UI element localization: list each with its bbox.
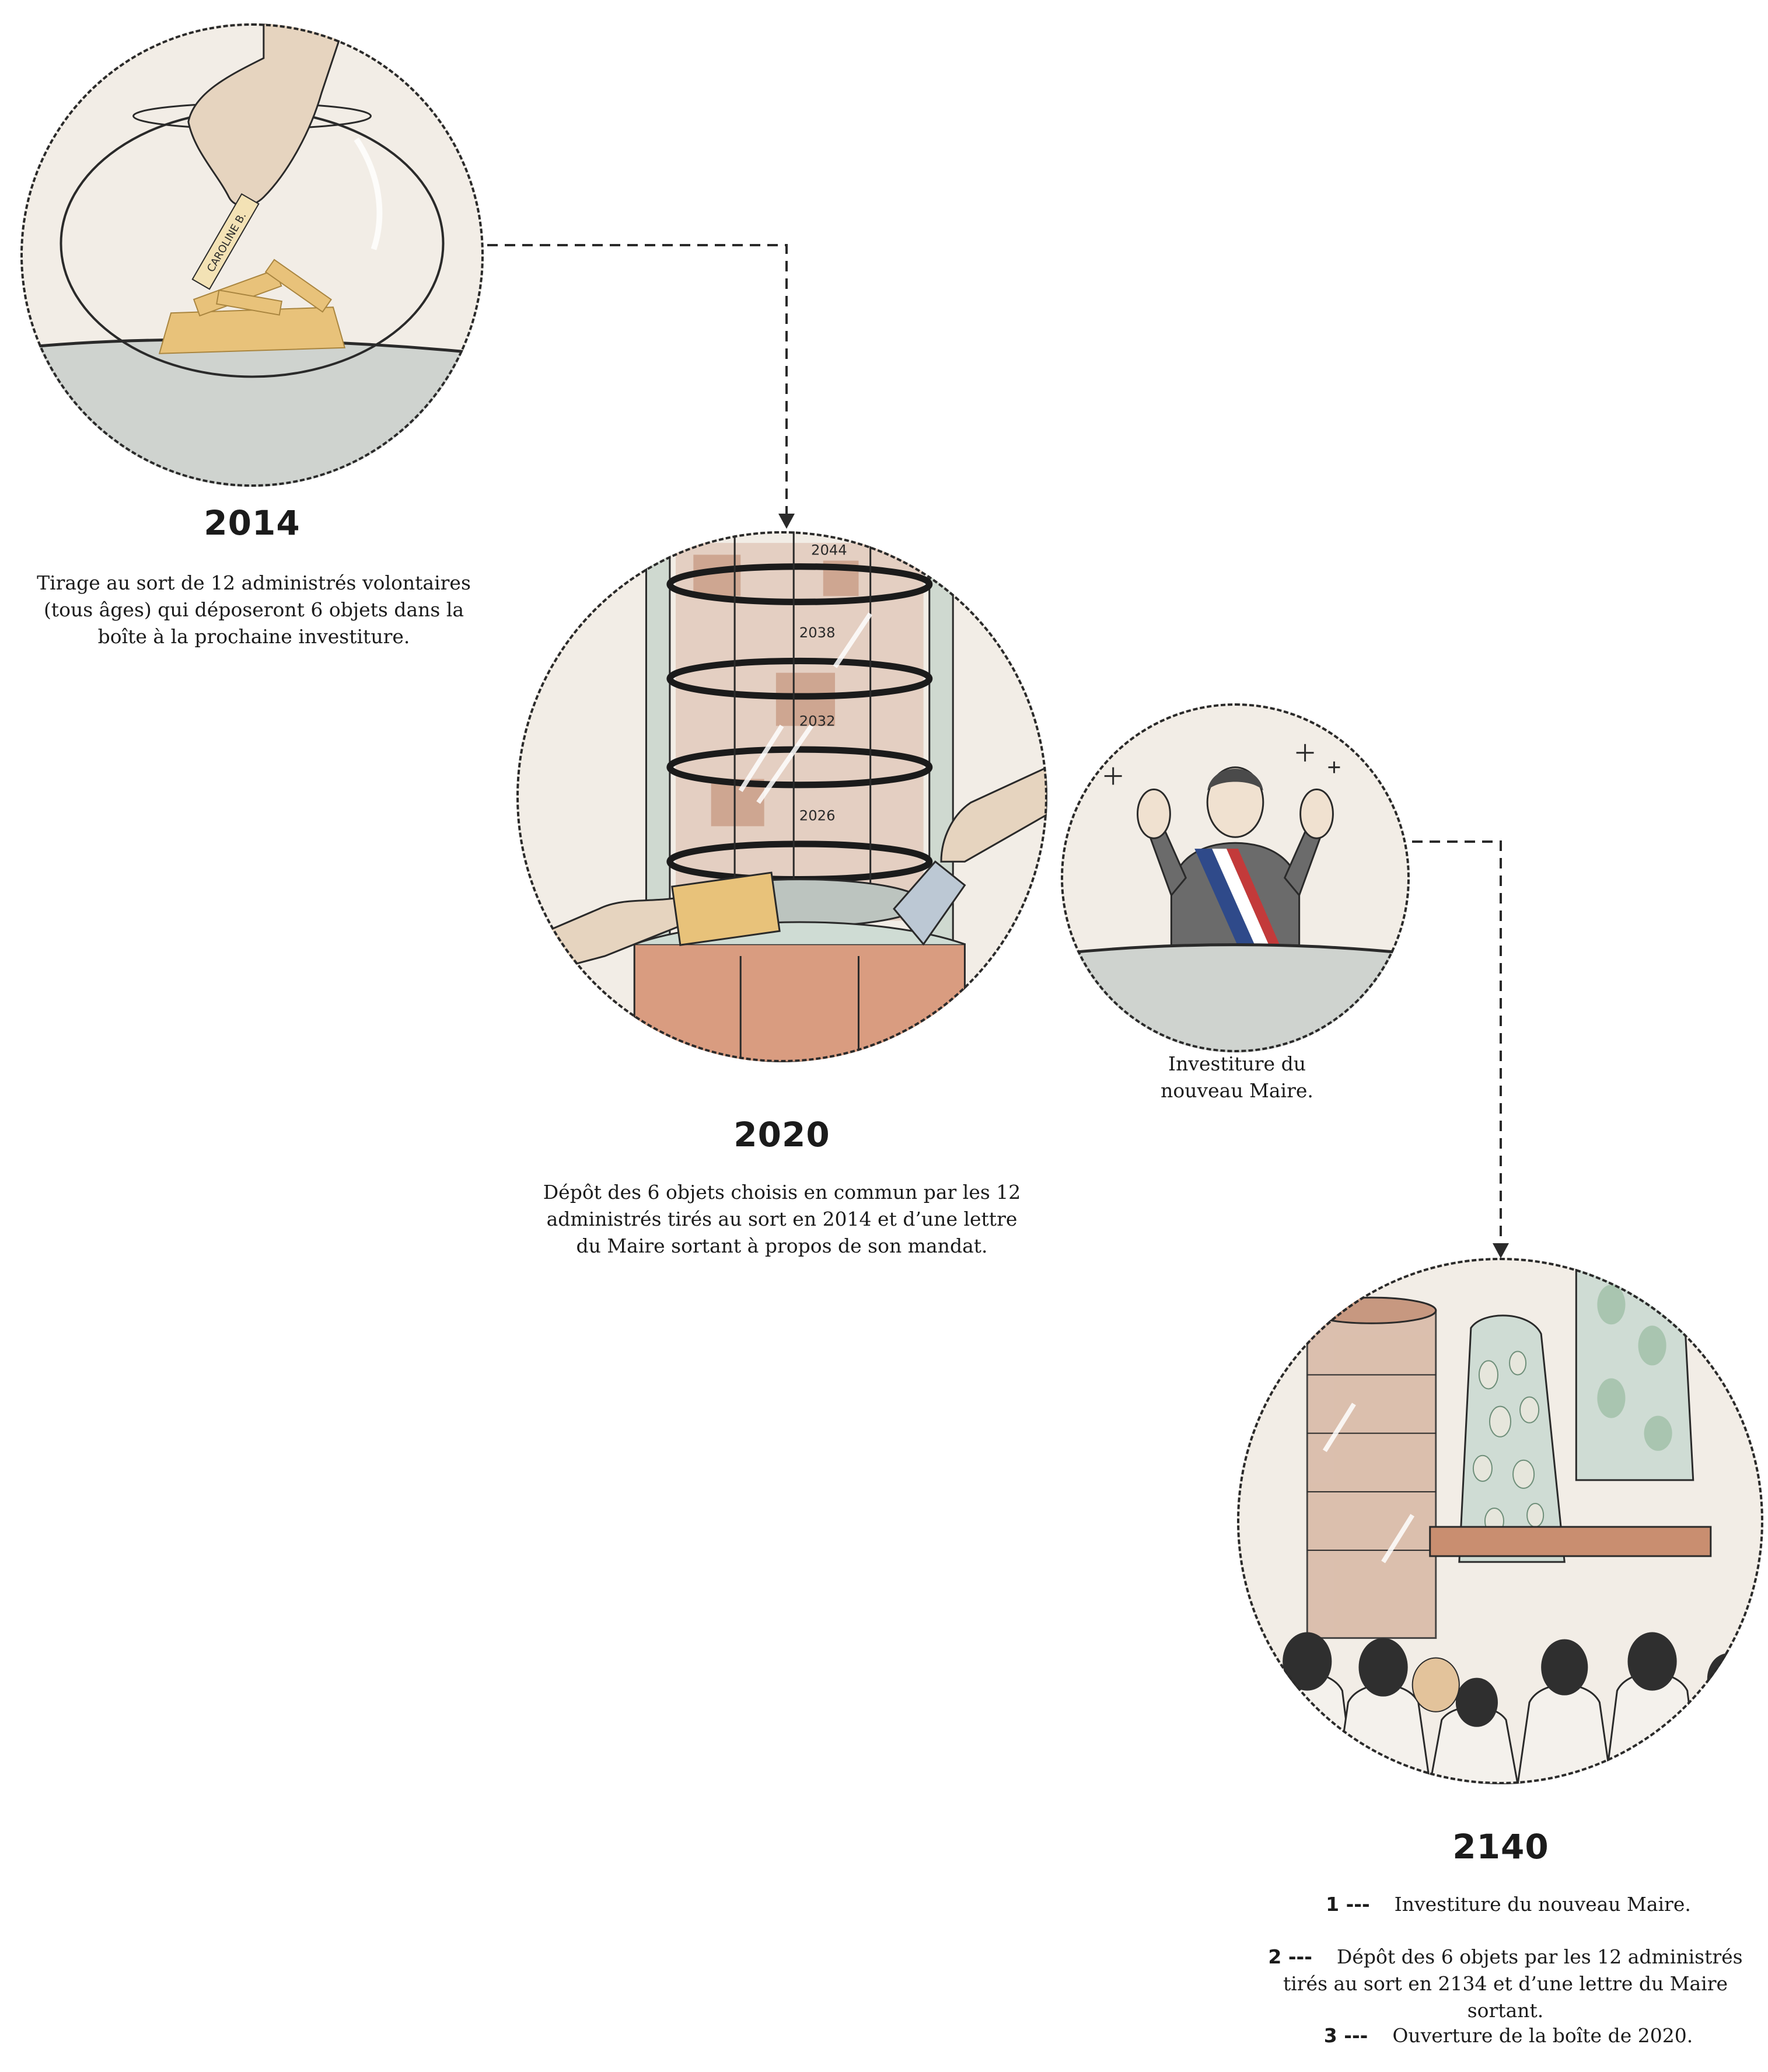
arrowhead-2140	[1493, 1243, 1509, 1258]
list-text-1: Investiture du nouveau Maire.	[1394, 1893, 1691, 1916]
list-number-3: 3 ---	[1323, 2024, 1368, 2047]
description-2020: Dépôt des 6 objets choisis en commun par…	[543, 1181, 1021, 1257]
list-text-2: Dépôt des 6 objets par les 12 administré…	[1283, 1945, 1743, 2022]
list-item-1: 1 --- Investiture du nouveau Maire.	[1252, 1891, 1765, 1918]
illustration-2020-time-capsule: 2044 2038 2032 2026	[516, 531, 1047, 1062]
description-mayor-investiture: Investiture du nouveau Maire.	[1161, 1052, 1313, 1102]
illustration-2140-ceremony	[1237, 1258, 1763, 1784]
drum-label-2026: 2026	[799, 807, 836, 824]
year-2140: 2140	[1452, 1827, 1549, 1867]
connector-2014-2020	[487, 244, 788, 514]
drum-label-2032: 2032	[799, 713, 836, 730]
year-2020: 2020	[733, 1115, 830, 1154]
illustration-mayor-investiture	[1061, 703, 1410, 1052]
drum-label-2044: 2044	[811, 541, 847, 558]
list-number-1: 1 ---	[1326, 1893, 1370, 1916]
list-item-3: 3 --- Ouverture de la boîte de 2020.	[1252, 2022, 1765, 2049]
drum-label-2038: 2038	[799, 624, 836, 641]
description-2014: Tirage au sort de 12 administrés volonta…	[37, 571, 471, 648]
list-text-3: Ouverture de la boîte de 2020.	[1392, 2024, 1693, 2047]
arrowhead-2020	[778, 514, 795, 529]
year-2014: 2014	[204, 503, 301, 543]
illustration-2014-lottery-bowl: CAROLINE B.	[20, 23, 484, 487]
list-number-2: 2 ---	[1268, 1945, 1312, 1968]
list-item-2: 2 --- Dépôt des 6 objets par les 12 admi…	[1246, 1944, 1765, 2024]
connector-mayor-2140	[1412, 840, 1502, 1243]
